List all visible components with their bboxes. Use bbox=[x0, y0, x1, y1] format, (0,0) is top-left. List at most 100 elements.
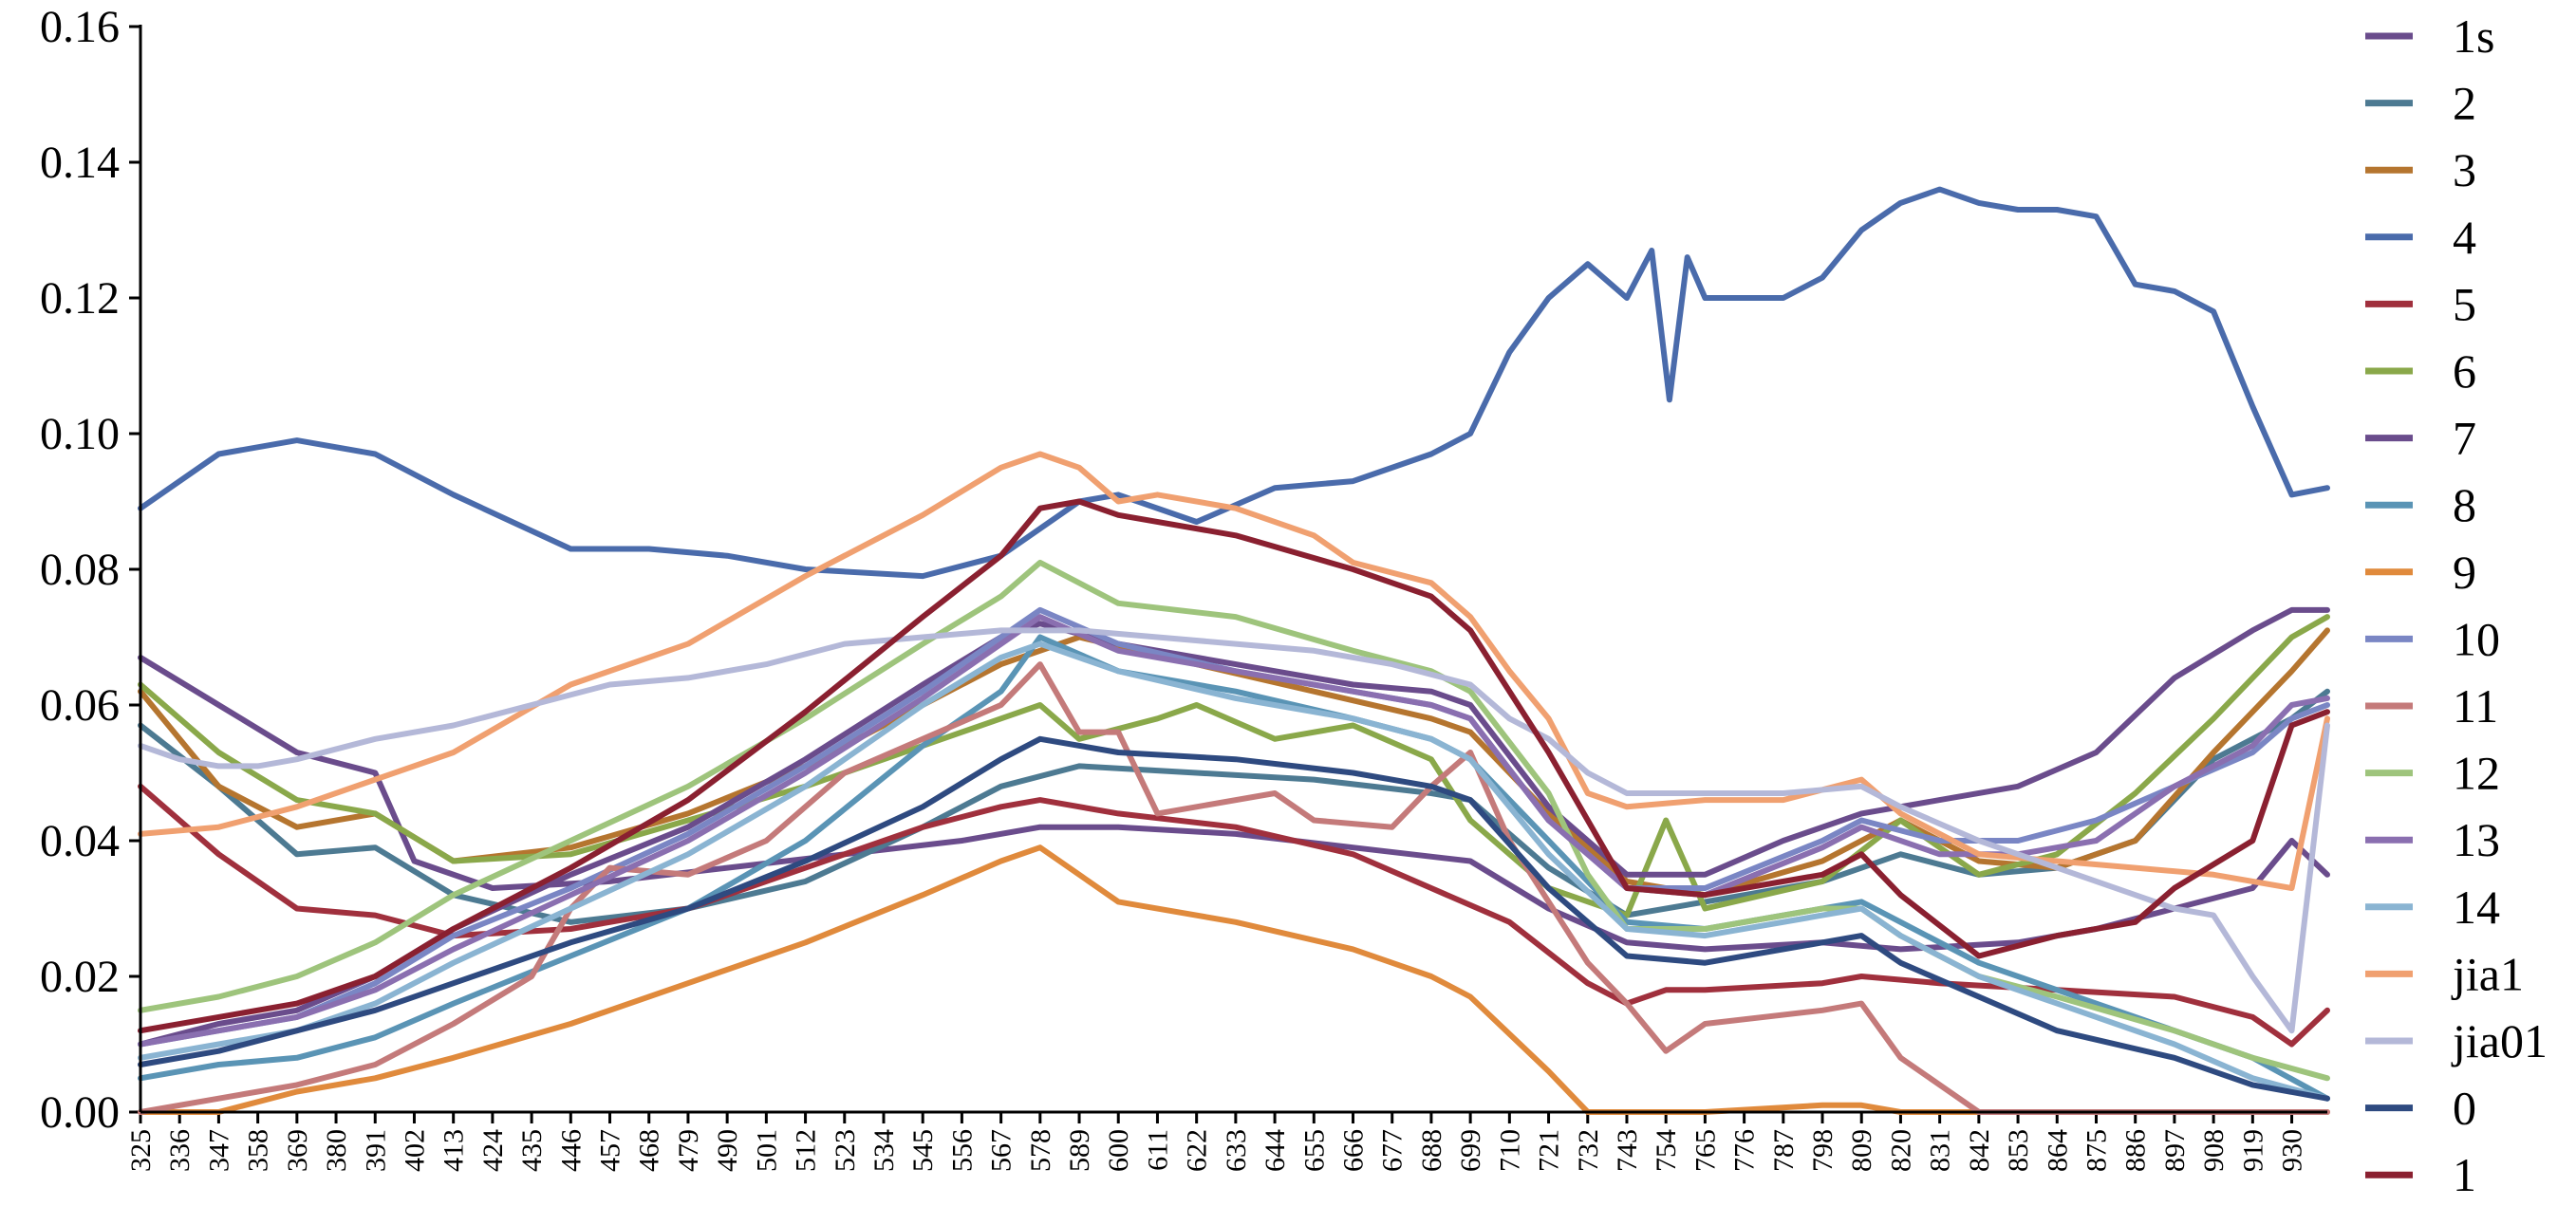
series-line-6 bbox=[138, 614, 2330, 918]
x-tick-label: 358 bbox=[243, 1129, 274, 1172]
x-tick-label: 809 bbox=[1846, 1129, 1877, 1172]
y-tick-label: 0.10 bbox=[40, 409, 120, 459]
plot-series bbox=[138, 186, 2330, 1115]
x-tick-label: 875 bbox=[2081, 1129, 2112, 1172]
x-tick-label: 897 bbox=[2159, 1129, 2191, 1172]
x-tick-label: 611 bbox=[1142, 1129, 1173, 1171]
x-tick-label: 787 bbox=[1768, 1129, 1800, 1172]
series-line-1s bbox=[138, 655, 2330, 953]
y-tick-label: 0.06 bbox=[40, 680, 120, 731]
x-tick-label: 435 bbox=[516, 1129, 548, 1172]
x-tick-label: 831 bbox=[1925, 1129, 1956, 1172]
y-tick-label: 0.00 bbox=[40, 1087, 120, 1138]
legend-label: 11 bbox=[2453, 679, 2498, 733]
x-tick-label: 633 bbox=[1221, 1129, 1252, 1172]
series-line-jia1 bbox=[138, 451, 2330, 891]
x-tick-label: 424 bbox=[477, 1129, 509, 1172]
x-tick-label: 512 bbox=[791, 1129, 822, 1172]
x-tick-label: 391 bbox=[360, 1129, 391, 1172]
x-tick-label: 688 bbox=[1416, 1129, 1447, 1172]
series-line-14 bbox=[138, 640, 2330, 1102]
y-tick-label: 0.04 bbox=[40, 816, 120, 866]
y-tick-label: 0.14 bbox=[40, 138, 120, 188]
x-tick-label: 842 bbox=[1964, 1129, 1995, 1172]
x-tick-label: 710 bbox=[1494, 1129, 1525, 1172]
y-tick-label: 0.16 bbox=[40, 2, 120, 52]
x-tick-label: 776 bbox=[1729, 1129, 1761, 1172]
legend-label: 5 bbox=[2453, 277, 2476, 330]
legend-label: 3 bbox=[2453, 143, 2476, 196]
legend-label: jia01 bbox=[2451, 1014, 2548, 1067]
legend-label: 4 bbox=[2453, 211, 2476, 264]
legend-label: 12 bbox=[2453, 747, 2500, 800]
x-tick-label: 413 bbox=[439, 1129, 470, 1172]
x-tick-label: 380 bbox=[321, 1129, 352, 1172]
x-tick-label: 765 bbox=[1689, 1129, 1721, 1172]
x-tick-label: 930 bbox=[2277, 1129, 2308, 1172]
legend-label: 7 bbox=[2453, 412, 2476, 465]
series-line-12 bbox=[138, 559, 2330, 1082]
x-tick-label: 886 bbox=[2120, 1129, 2152, 1172]
x-tick-label: 479 bbox=[673, 1129, 704, 1172]
x-tick-label: 798 bbox=[1807, 1129, 1839, 1172]
series-line-7 bbox=[138, 606, 2330, 1048]
legend-label: 14 bbox=[2453, 881, 2500, 934]
x-tick-label: 325 bbox=[125, 1129, 157, 1172]
x-tick-label: 446 bbox=[555, 1129, 587, 1172]
x-tick-label: 919 bbox=[2237, 1129, 2268, 1172]
x-tick-label: 589 bbox=[1064, 1129, 1095, 1172]
legend: 1s 2 3 4 5 6 7 8 9 10 11 12 13 14 jia1 jia01 0 1 bbox=[2365, 9, 2548, 1201]
series-line-5 bbox=[138, 783, 2330, 1048]
legend-label: 0 bbox=[2453, 1082, 2476, 1135]
x-axis-ticks: 325 336 347 358 369 380 391 402 413 424 435 446 457 4… bbox=[125, 1112, 2308, 1172]
x-tick-label: 754 bbox=[1651, 1129, 1682, 1172]
legend-label: 9 bbox=[2453, 546, 2476, 599]
x-tick-label: 336 bbox=[164, 1129, 196, 1172]
series-line-jia01 bbox=[138, 627, 2330, 1034]
y-tick-label: 0.08 bbox=[40, 545, 120, 595]
x-tick-label: 468 bbox=[634, 1129, 665, 1172]
x-tick-label: 545 bbox=[907, 1129, 939, 1172]
x-tick-label: 644 bbox=[1260, 1129, 1291, 1172]
x-tick-label: 457 bbox=[595, 1129, 626, 1172]
series-line-13 bbox=[138, 614, 2330, 1048]
legend-label: 2 bbox=[2453, 77, 2476, 130]
x-tick-label: 556 bbox=[946, 1129, 978, 1172]
x-tick-label: 567 bbox=[986, 1129, 1017, 1172]
x-tick-label: 853 bbox=[2003, 1129, 2034, 1172]
series-line-1 bbox=[138, 498, 2330, 1034]
series-line-0 bbox=[138, 735, 2330, 1102]
x-tick-label: 666 bbox=[1338, 1129, 1370, 1172]
legend-label: 1 bbox=[2453, 1148, 2476, 1201]
x-tick-label: 721 bbox=[1534, 1129, 1565, 1172]
x-tick-label: 501 bbox=[751, 1129, 782, 1172]
x-tick-label: 578 bbox=[1025, 1129, 1056, 1172]
y-axis-ticks: 0.00 0.02 0.04 0.06 0.08 0.10 0.12 0.14 0.16 bbox=[40, 2, 140, 1138]
x-tick-label: 864 bbox=[2042, 1129, 2073, 1172]
legend-label: 10 bbox=[2453, 612, 2500, 665]
legend-label: 6 bbox=[2453, 344, 2476, 398]
x-tick-label: 743 bbox=[1612, 1129, 1643, 1172]
x-tick-label: 908 bbox=[2198, 1129, 2230, 1172]
x-tick-label: 622 bbox=[1182, 1129, 1213, 1172]
series-line-4 bbox=[138, 186, 2330, 580]
x-tick-label: 677 bbox=[1377, 1129, 1409, 1172]
x-tick-label: 732 bbox=[1573, 1129, 1604, 1172]
x-tick-label: 600 bbox=[1103, 1129, 1134, 1172]
x-tick-label: 402 bbox=[399, 1129, 430, 1172]
x-tick-label: 820 bbox=[1885, 1129, 1916, 1172]
legend-label: 1s bbox=[2453, 9, 2494, 63]
x-tick-label: 534 bbox=[868, 1129, 900, 1172]
x-tick-label: 490 bbox=[712, 1129, 743, 1172]
x-tick-label: 655 bbox=[1298, 1129, 1330, 1172]
y-tick-label: 0.02 bbox=[40, 952, 120, 1002]
series-line-9 bbox=[138, 844, 2330, 1115]
x-tick-label: 347 bbox=[203, 1129, 234, 1172]
x-tick-label: 369 bbox=[282, 1129, 313, 1172]
legend-label: 8 bbox=[2453, 478, 2476, 531]
y-tick-label: 0.12 bbox=[40, 273, 120, 324]
x-tick-label: 699 bbox=[1455, 1129, 1486, 1172]
x-tick-label: 523 bbox=[830, 1129, 861, 1172]
legend-label: 13 bbox=[2453, 813, 2500, 866]
